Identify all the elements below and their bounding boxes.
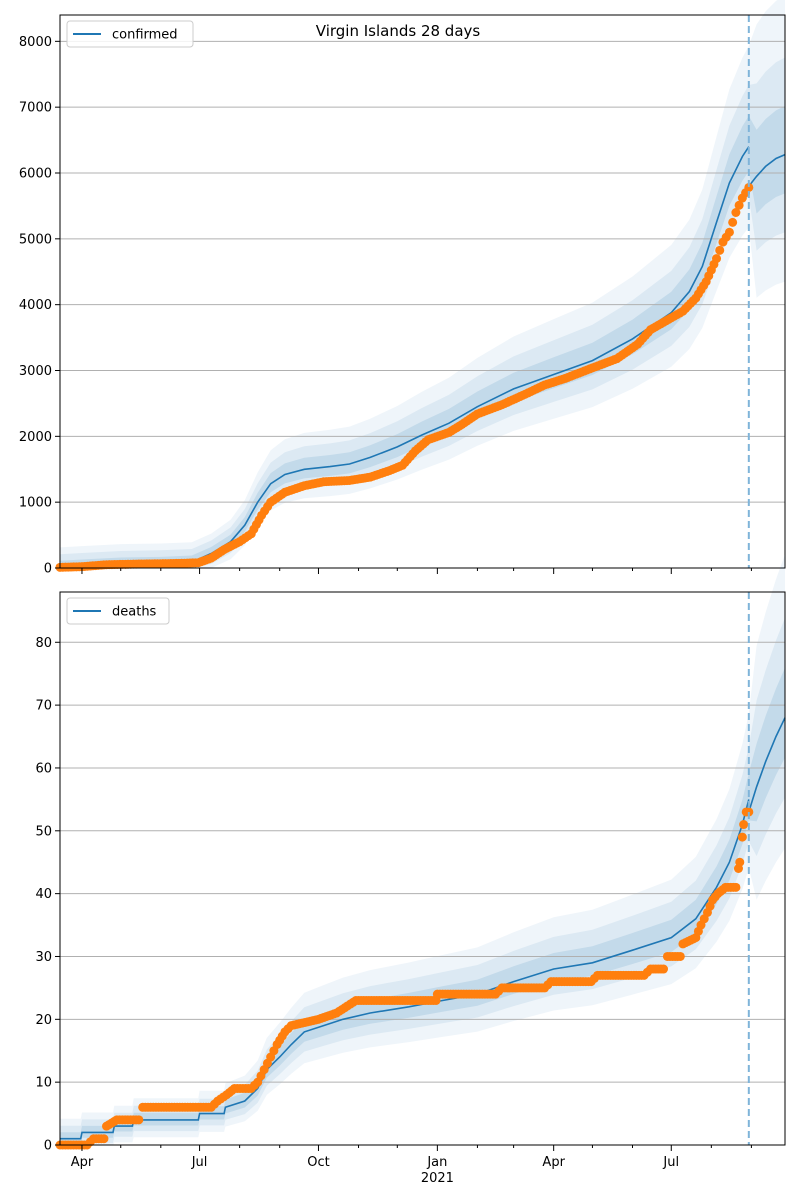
deaths-observed-point bbox=[739, 820, 749, 830]
confirmed-panel: 0 1000 2000 3000 4000 5000 6000 7000 8000 Virgin… bbox=[19, 0, 786, 577]
confirmed-axis-ticks: 0 1000 2000 3000 4000 5000 6000 7000 8000 bbox=[19, 35, 752, 577]
confirmed-observed-point bbox=[734, 200, 744, 210]
confirmed-legend-box bbox=[66, 20, 194, 48]
confirmed-observed-point bbox=[715, 245, 725, 255]
deaths-observed-point bbox=[99, 1134, 109, 1144]
confirmed-y-tick-label: 3000 bbox=[19, 364, 52, 379]
confirmed-y-tick-label: 2000 bbox=[19, 430, 52, 445]
deaths-legend: deaths bbox=[66, 597, 170, 625]
deaths-y-tick-label: 10 bbox=[35, 1076, 52, 1091]
deaths-uncertainty-bands bbox=[60, 554, 785, 1145]
deaths-y-tick-label: 0 bbox=[44, 1139, 52, 1154]
deaths-x-tick-label: Jul bbox=[662, 1155, 679, 1170]
deaths-observed-point bbox=[675, 951, 685, 961]
deaths-observed-point bbox=[659, 964, 669, 974]
confirmed-legend-label: confirmed bbox=[112, 28, 178, 43]
chart-title: Virgin Islands 28 days bbox=[316, 22, 481, 40]
confirmed-observed-points bbox=[55, 182, 754, 572]
confirmed-forecast-line bbox=[748, 153, 786, 187]
deaths-y-tick-label: 40 bbox=[35, 887, 52, 902]
confirmed-y-tick-label: 5000 bbox=[19, 232, 52, 247]
confirmed-observed-point bbox=[724, 227, 734, 237]
confirmed-band-3 bbox=[60, 0, 785, 568]
deaths-observed-point bbox=[735, 857, 745, 867]
deaths-y-tick-label: 60 bbox=[35, 761, 52, 776]
confirmed-y-tick-label: 4000 bbox=[19, 298, 52, 313]
confirmed-gridlines bbox=[60, 40, 785, 569]
deaths-x-tick-label: Jan bbox=[426, 1155, 447, 1170]
deaths-x-tick-label: Jul bbox=[191, 1155, 208, 1170]
confirmed-y-tick-label: 7000 bbox=[19, 101, 52, 116]
deaths-legend-label: deaths bbox=[112, 605, 157, 620]
deaths-observed-point bbox=[731, 882, 741, 892]
deaths-observed-point bbox=[134, 1115, 144, 1125]
deaths-x-tick-label: Apr bbox=[71, 1155, 94, 1170]
confirmed-uncertainty-bands bbox=[60, 0, 785, 568]
confirmed-y-tick-label: 6000 bbox=[19, 167, 52, 182]
deaths-panel: 0 10 20 30 40 50 60 70 80 Apr Jul Oct Jan Apr Jul deat… bbox=[35, 554, 786, 1186]
deaths-observed-points bbox=[55, 807, 754, 1150]
confirmed-legend: confirmed bbox=[66, 20, 194, 48]
confirmed-observed-point bbox=[744, 182, 754, 192]
confirmed-observed-point bbox=[731, 208, 741, 217]
confirmed-y-tick-label: 0 bbox=[44, 562, 52, 577]
deaths-observed-point bbox=[737, 832, 747, 842]
deaths-y-tick-label: 20 bbox=[35, 1013, 52, 1028]
confirmed-observed-point bbox=[728, 217, 738, 227]
deaths-y-tick-label: 50 bbox=[35, 824, 52, 839]
confirmed-axes-frame bbox=[59, 14, 786, 569]
deaths-band-3 bbox=[60, 554, 785, 1145]
confirmed-y-tick-label: 8000 bbox=[19, 35, 52, 50]
deaths-observed-point bbox=[744, 807, 754, 817]
deaths-axes-frame bbox=[59, 591, 786, 1146]
deaths-forecast-line bbox=[748, 717, 786, 813]
deaths-gridlines bbox=[60, 641, 785, 1146]
deaths-y-tick-label: 70 bbox=[35, 699, 52, 714]
x-axis-year-label: 2021 bbox=[421, 1171, 454, 1186]
deaths-x-tick-label: Apr bbox=[542, 1155, 565, 1170]
confirmed-y-tick-label: 1000 bbox=[19, 496, 52, 511]
deaths-y-tick-label: 30 bbox=[35, 950, 52, 965]
deaths-axis-ticks: 0 10 20 30 40 50 60 70 80 Apr Jul Oct Jan Apr Jul bbox=[35, 636, 752, 1170]
deaths-x-tick-label: Oct bbox=[307, 1155, 329, 1170]
deaths-legend-box bbox=[66, 597, 170, 625]
confirmed-observed-point bbox=[712, 254, 722, 264]
confirmed-band-2 bbox=[60, 57, 785, 568]
deaths-y-tick-label: 80 bbox=[35, 636, 52, 651]
